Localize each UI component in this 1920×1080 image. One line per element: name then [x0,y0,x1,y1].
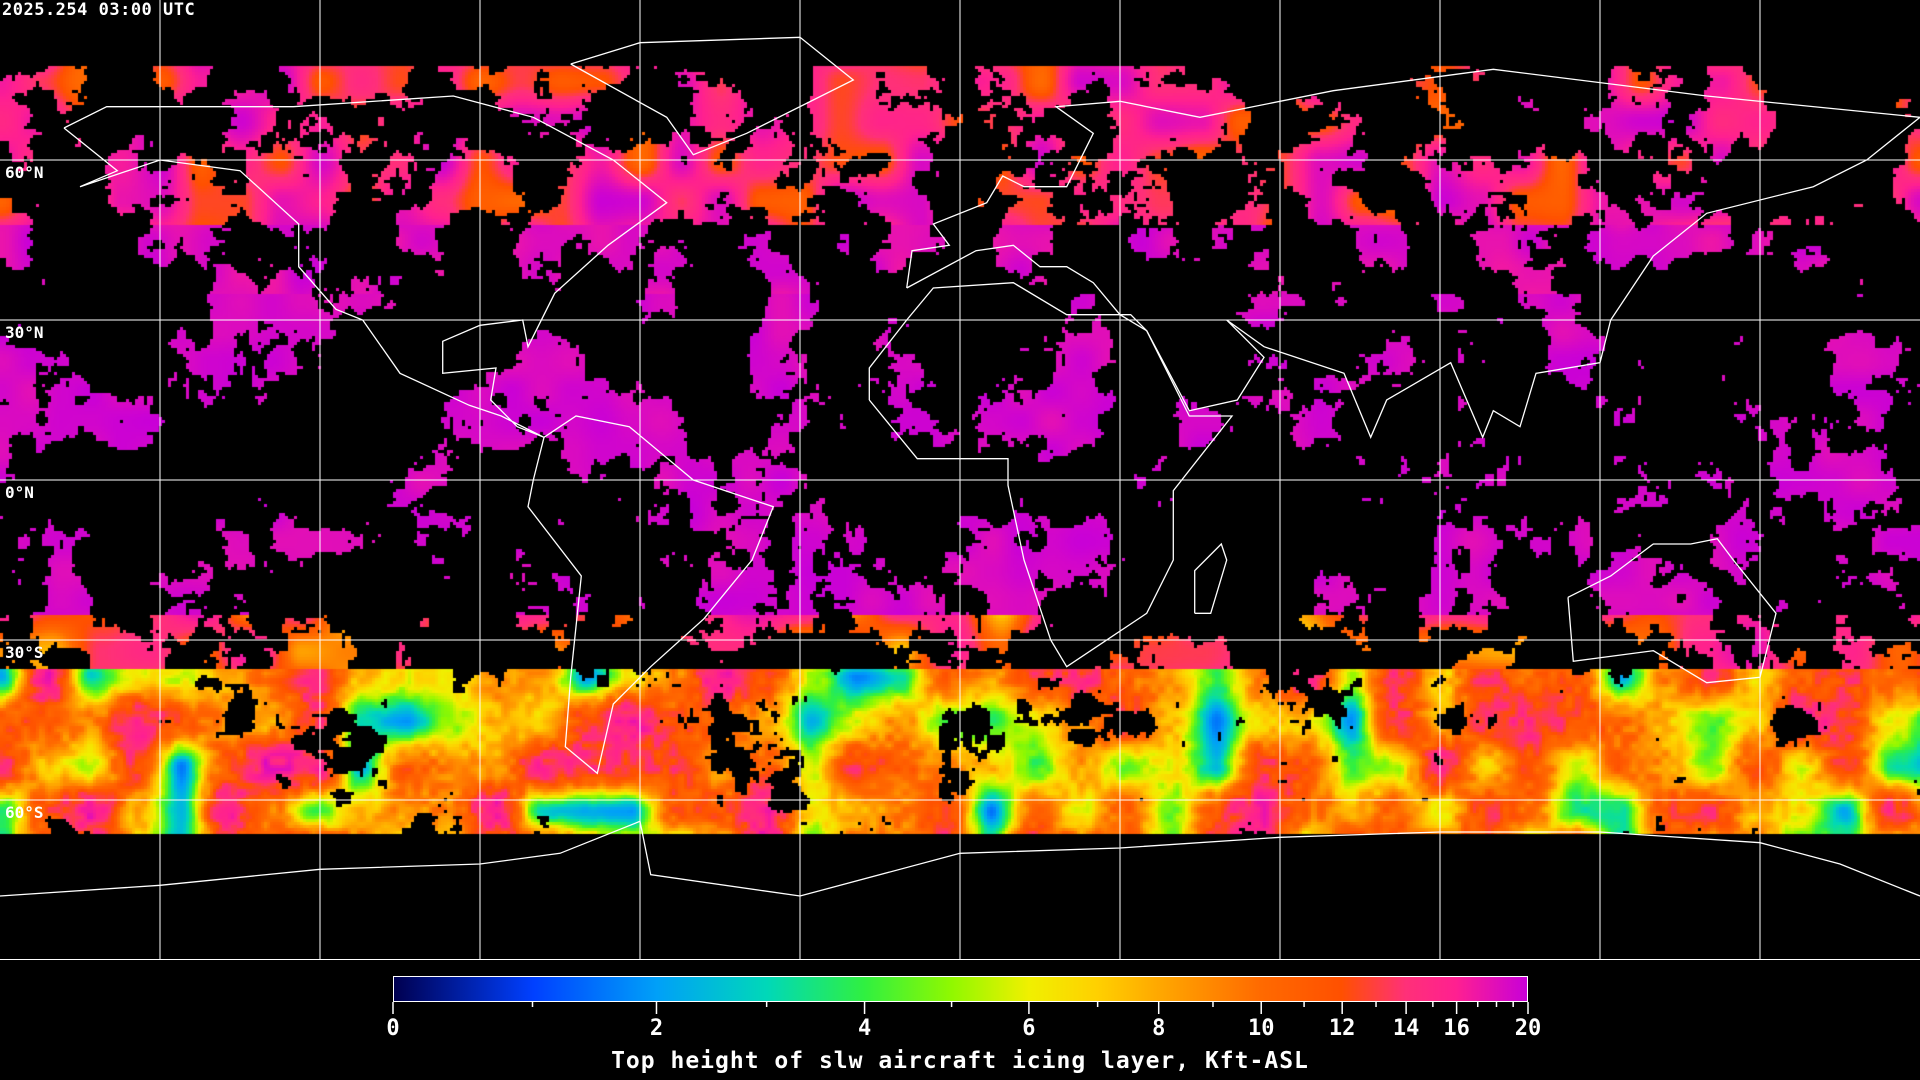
icing-map: 2025.254 03:00 UTC 60°N 30°N 0°N 30°S 60… [0,0,1920,960]
colorbar-tick-label: 0 [386,1016,400,1041]
coastline-greenland [570,36,855,156]
lat-label-60n: 60°N [5,163,44,182]
colorbar-tick-label: 20 [1514,1016,1542,1041]
colorbar-tick-label: 16 [1443,1016,1470,1041]
coastline-madagascar [1194,542,1228,614]
colorbar [393,976,1528,1002]
lat-label-0n: 0°N [5,483,34,502]
timestamp: 2025.254 03:00 UTC [2,0,196,20]
coastline-eurasia [906,68,1920,440]
map-overlay [0,0,1920,960]
colorbar-tick-label: 10 [1247,1016,1275,1041]
colorbar-tick-label: 12 [1328,1016,1356,1041]
coastline-north-america [63,95,668,438]
colorbar-title: Top height of slw aircraft icing layer, … [611,1048,1309,1074]
colorbar-tick-label: 6 [1022,1016,1036,1041]
graticule [0,0,1920,960]
coastline-africa [868,282,1234,668]
colorbar-tick-label: 2 [649,1016,664,1041]
colorbar-tick-label: 14 [1392,1016,1420,1041]
colorbar-tick-label: 8 [1152,1016,1166,1041]
coastline-australia [1567,537,1777,684]
lat-label-30s: 30°S [5,643,44,662]
coastlines [0,36,1920,897]
lat-label-30n: 30°N [5,323,44,342]
coastline-antarctica [0,820,1920,897]
coastline-south-america [527,415,775,775]
lat-label-60s: 60°S [5,803,44,822]
colorbar-tick-label: 4 [857,1016,872,1041]
colorbar-ticks [392,1002,1529,1014]
